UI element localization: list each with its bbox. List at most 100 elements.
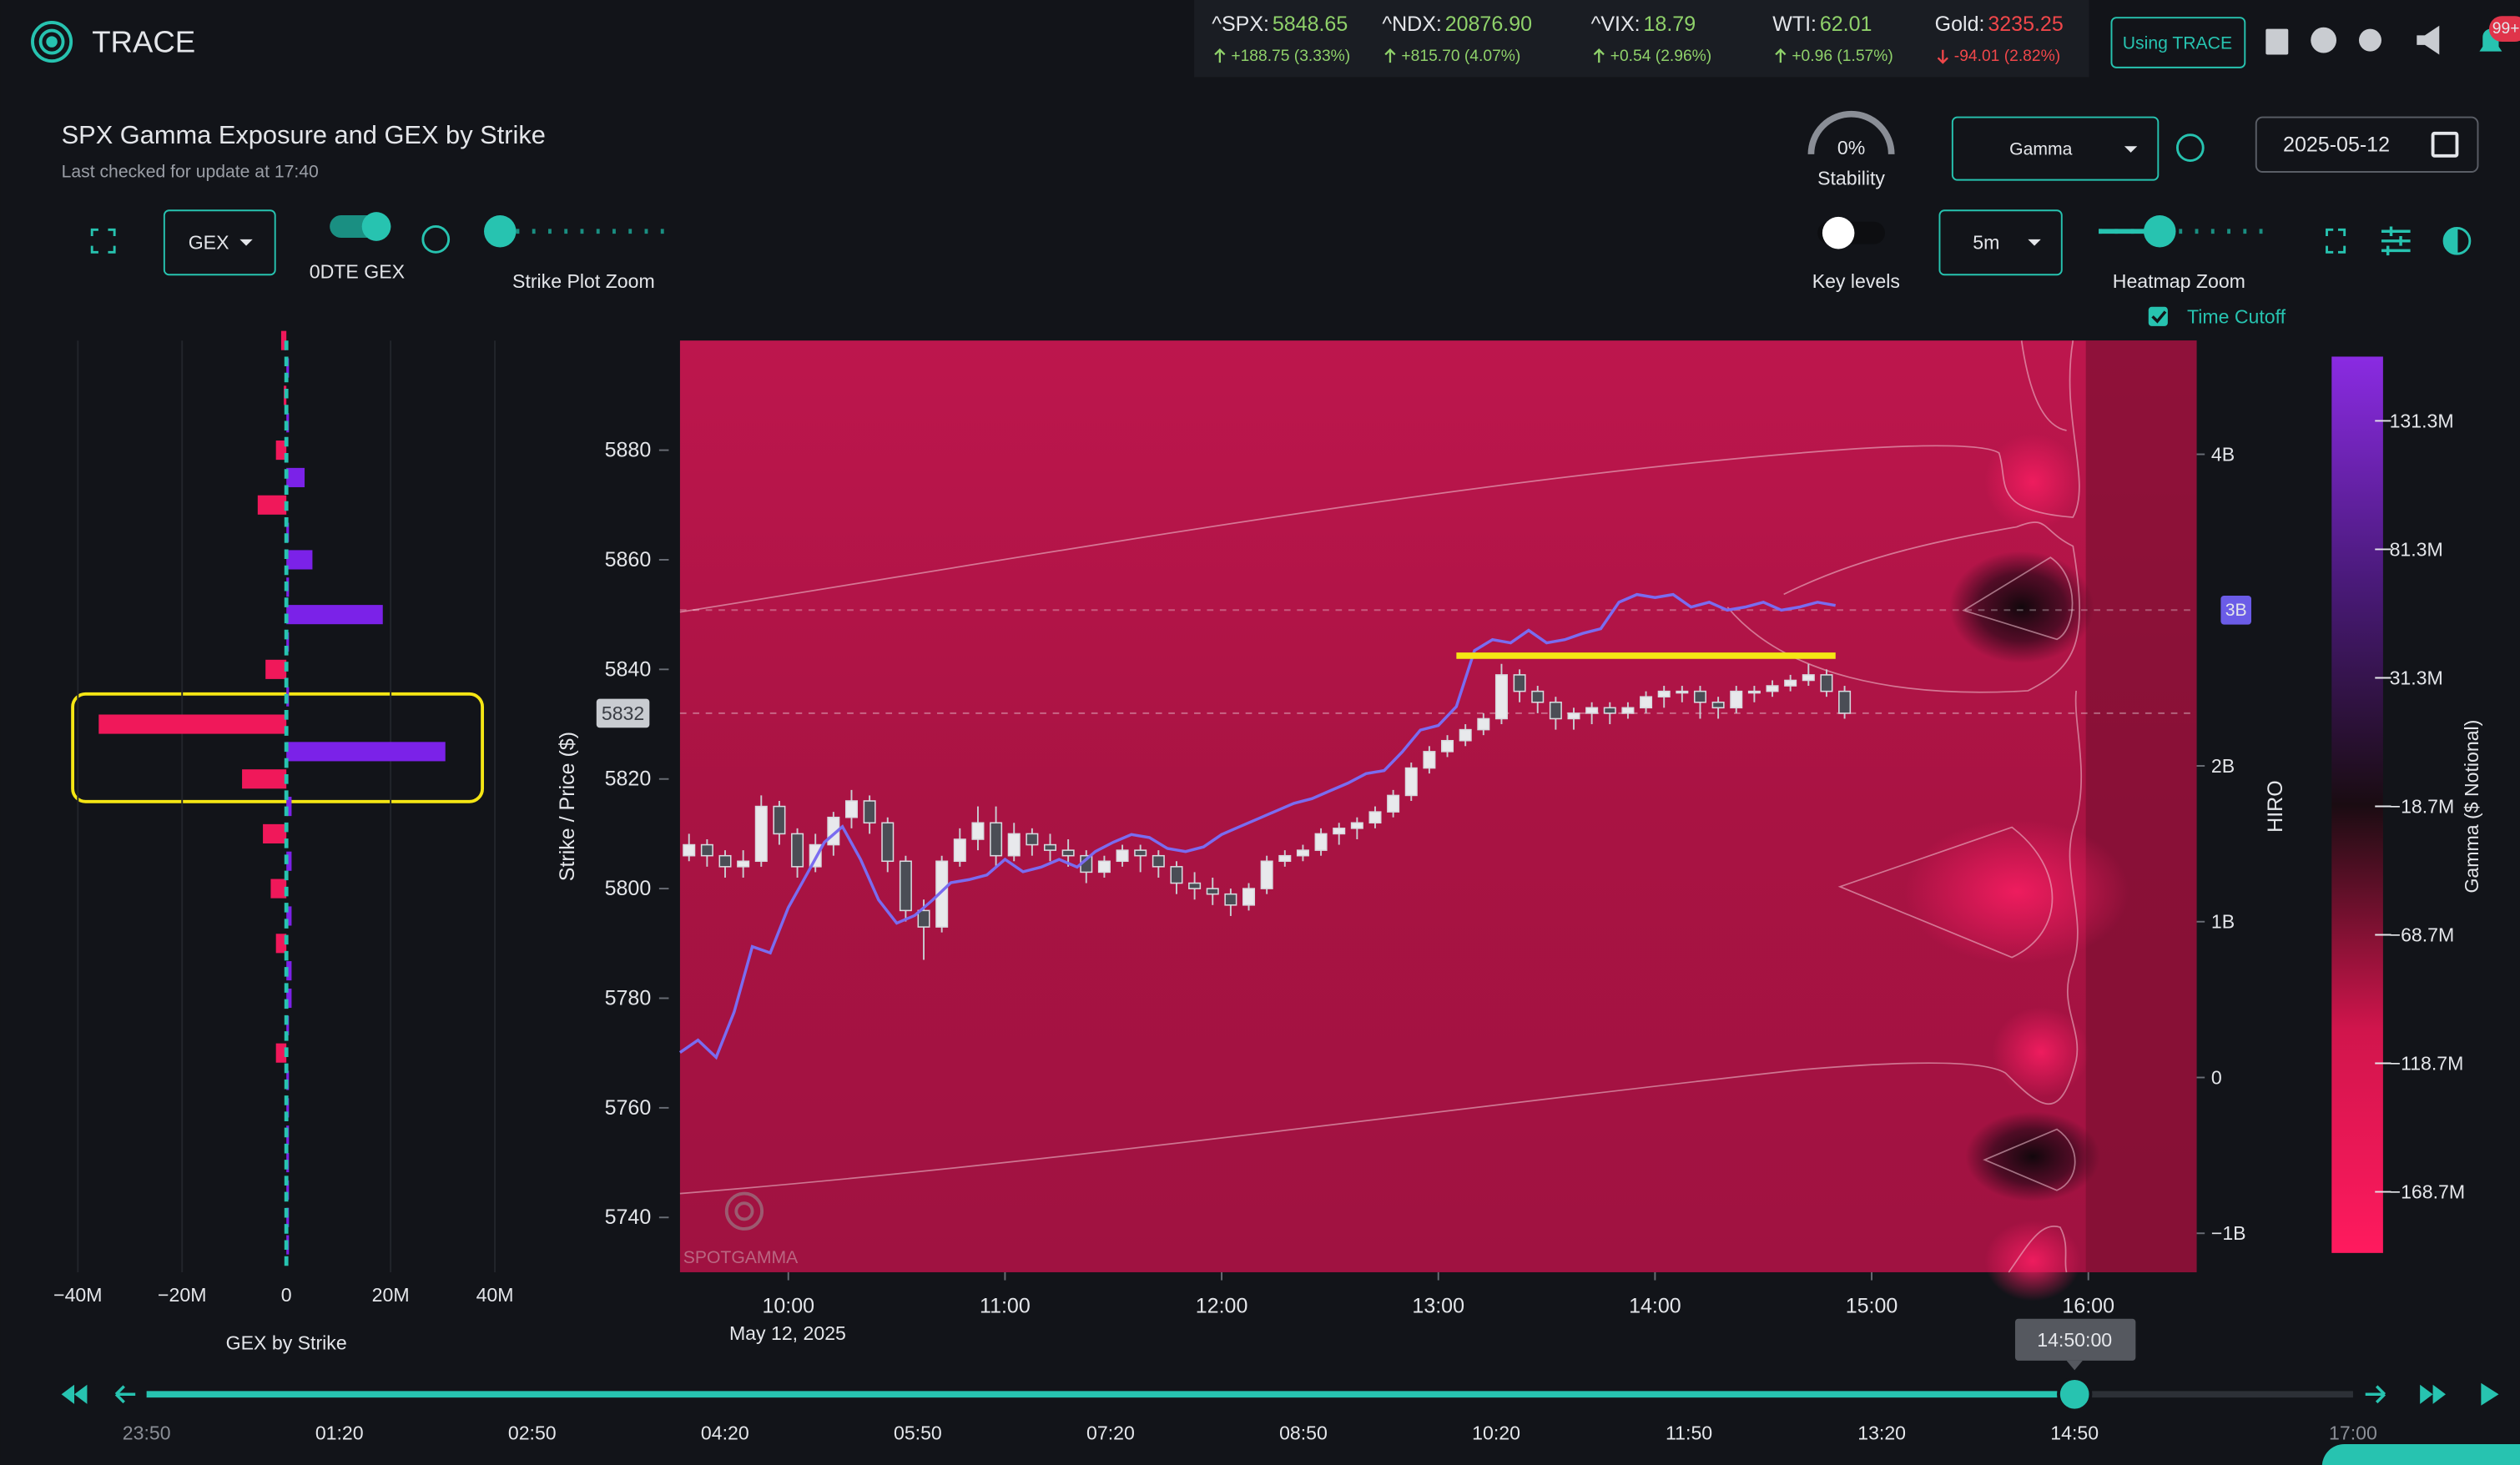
strike-zoom-label: Strike Plot Zoom: [512, 270, 655, 292]
gex-bar: [275, 1043, 287, 1063]
candle-body: [791, 833, 804, 868]
y2-axis-title: HIRO: [2264, 780, 2287, 833]
fast-forward-button[interactable]: [2420, 1384, 2446, 1404]
candle-body: [1494, 674, 1508, 720]
colorbar-title: Gamma ($ Notional): [2461, 720, 2482, 894]
candle-body: [1404, 767, 1418, 797]
using-trace-button[interactable]: [2110, 17, 2246, 68]
checkmark: [2151, 310, 2167, 324]
app-name: TRACE: [92, 25, 195, 59]
candle-body: [754, 805, 768, 863]
gex-bar: [286, 906, 292, 926]
ticker-change: +0.54 (2.96%): [1610, 48, 1711, 65]
highlight-box: [71, 692, 485, 803]
gex-bar: [286, 1098, 290, 1118]
using-trace-label[interactable]: Using TRACE: [2123, 33, 2232, 53]
metric-value[interactable]: GEX: [189, 232, 229, 254]
x-tick-label: 13:00: [1412, 1294, 1464, 1317]
help-icon[interactable]: [2311, 27, 2337, 53]
calendar-icon[interactable]: [2431, 131, 2459, 158]
candle-body: [1567, 712, 1580, 720]
step-forward-button[interactable]: [2365, 1385, 2386, 1404]
stability-label: Stability: [1817, 168, 1885, 189]
candle-body: [1820, 674, 1833, 692]
candle-body: [1387, 794, 1400, 813]
gex-bar: [263, 823, 287, 843]
date-value[interactable]: 2025-05-12: [2283, 133, 2390, 156]
docs-icon[interactable]: [2265, 28, 2289, 55]
y-tick-label: 5800: [605, 877, 652, 900]
candle-body: [1693, 690, 1706, 703]
contrast-ring[interactable]: [2442, 226, 2472, 255]
candle-body: [1188, 882, 1202, 889]
x-tick-label: 20M: [372, 1284, 410, 1306]
candle-body: [1621, 707, 1635, 714]
ticker-change: +188.75 (3.33%): [1231, 48, 1350, 65]
gex-bar: [286, 1180, 290, 1200]
candle-body: [1350, 822, 1363, 829]
strike-zoom-knob[interactable]: [484, 215, 517, 248]
candle-body: [1711, 701, 1725, 709]
settings-sliders-icon[interactable]: [2381, 226, 2411, 256]
view-dropdown[interactable]: [1951, 116, 2160, 181]
candle-body: [700, 843, 713, 857]
step-back-button[interactable]: [114, 1385, 136, 1404]
toggle-knob[interactable]: [1822, 216, 1855, 249]
ticker-price: 62.01: [1820, 13, 1872, 36]
candle-body: [899, 860, 912, 912]
gex-bar: [257, 495, 287, 515]
info-icon[interactable]: [421, 225, 451, 254]
candle-body: [1097, 860, 1111, 873]
heatmap: [679, 340, 2197, 1301]
toggle-knob[interactable]: [361, 212, 391, 241]
play-button[interactable]: [2481, 1382, 2499, 1406]
date-picker[interactable]: [2255, 116, 2479, 173]
expand-icon[interactable]: [2326, 228, 2346, 254]
time-cutoff-label[interactable]: Time Cutoff: [2187, 305, 2286, 327]
y2-tick-label: 1B: [2211, 911, 2235, 933]
colorbar: [2331, 356, 2383, 1253]
heatmap-zoom-knob[interactable]: [2143, 215, 2176, 248]
candle-body: [1007, 833, 1021, 857]
stability-gauge: [1807, 110, 1895, 154]
candle-body: [881, 822, 895, 863]
x-axis-title: GEX by Strike: [226, 1332, 347, 1354]
hiro-badge-label: 3B: [2225, 601, 2247, 620]
interval-value[interactable]: 5m: [1973, 232, 1999, 254]
candle-body: [1640, 696, 1653, 709]
settings-icon[interactable]: [2359, 28, 2381, 52]
metric-dropdown[interactable]: [163, 209, 276, 276]
ticker-price: 18.79: [1644, 13, 1696, 36]
announce-icon[interactable]: [2417, 25, 2440, 55]
time-cutoff-checkbox[interactable]: [2148, 306, 2168, 326]
ticker-bar: [1194, 0, 2089, 78]
ticker-symbol: Gold:: [1935, 13, 1985, 36]
timeline-current: 14:50:00: [2037, 1329, 2112, 1351]
x-tick-label: −20M: [158, 1284, 206, 1306]
date-label: May 12, 2025: [729, 1322, 846, 1344]
candle-body: [1333, 828, 1346, 835]
ticker-price: 3235.25: [1988, 13, 2063, 36]
view-value[interactable]: Gamma: [2009, 140, 2072, 159]
colorbar-tick-label: 31.3M: [2390, 667, 2443, 688]
gex-bar: [265, 659, 287, 679]
gex-bar: [286, 467, 305, 487]
candle-body: [844, 800, 858, 818]
interval-dropdown[interactable]: [1938, 209, 2063, 276]
expand-icon[interactable]: [90, 228, 116, 254]
gex-bar: [286, 358, 290, 378]
timeline-knob[interactable]: [2057, 1377, 2093, 1412]
chat-button[interactable]: [2321, 1443, 2520, 1465]
candle-body: [1603, 707, 1616, 714]
hiro-badge: [2220, 595, 2251, 625]
candle-body: [1278, 854, 1292, 863]
timeline-tick-label: 04:20: [701, 1422, 749, 1443]
ticker-arrow: [1775, 48, 1787, 63]
timeline-tooltip: [2014, 1318, 2136, 1361]
info-icon[interactable]: [2175, 133, 2205, 162]
gex-bar: [280, 330, 287, 350]
dropdown-caret: [2124, 146, 2138, 153]
candle-body: [1838, 690, 1852, 714]
y-tick-label: 5880: [605, 439, 652, 462]
